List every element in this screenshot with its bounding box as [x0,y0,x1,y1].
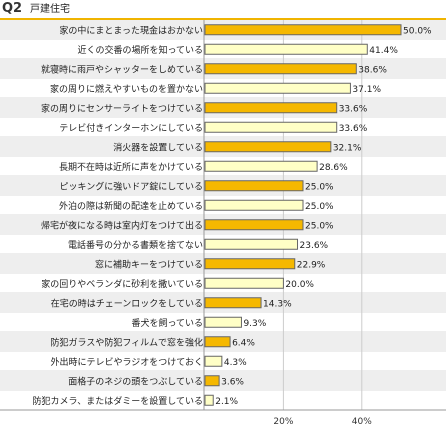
value-label: 25.0% [305,182,334,192]
chart-title: 戸建住宅 [30,4,70,15]
category-label: 在宅の時はチェーンロックをしている [51,297,203,309]
category-label: 帰宅が夜になる時は室内灯をつけて出る [41,219,203,231]
value-label: 33.6% [339,104,368,114]
category-label: 番犬を飼っている [131,317,203,329]
row-band [0,390,446,410]
category-label: 面格子のネジの頭をつぶしている [68,375,203,387]
bar [204,199,304,211]
bar [204,336,231,348]
bar [204,82,351,94]
bar [204,394,214,406]
category-label: 家の回りやベランダに砂利を撒いている [41,278,203,290]
value-label: 37.1% [352,85,381,95]
value-label: 25.0% [305,202,334,212]
value-label: 41.4% [369,46,398,56]
bar [204,355,223,367]
bar [204,297,262,309]
category-label: ピッキングに強いドア錠にしている [60,180,203,192]
value-label: 50.0% [403,26,432,36]
value-label: 33.6% [339,124,368,134]
value-label: 32.1% [333,143,362,153]
bar [204,219,304,231]
category-label: 防犯ガラスや防犯フィルムで窓を強化 [51,336,203,348]
value-label: 4.3% [224,358,247,368]
value-label: 6.4% [232,338,255,348]
category-label: 就寝時に雨戸やシャッターをしめている [41,63,203,75]
chart-header: Q2 戸建住宅 [0,0,446,20]
value-label: 28.6% [319,163,348,173]
header-accent-line [0,18,446,20]
value-label: 20.0% [285,280,314,290]
category-label: 家の周りに燃えやすいものを置かない [50,83,203,95]
bar [204,102,338,114]
category-label: 窓に補助キーをつけている [95,258,203,270]
bar [204,121,338,133]
category-label: 長期不在時は近所に声をかけている [59,161,203,173]
bar [204,180,304,192]
bar [204,258,296,270]
row-band [0,371,446,391]
category-label: 消火器を設置している [113,141,203,153]
row-band [0,351,446,371]
bar [204,24,402,36]
bar [204,43,368,55]
category-label: 家の中にまとまった現金はおかない [59,24,203,36]
x-tick-label: 40% [352,417,372,427]
value-label: 23.6% [300,241,329,251]
category-label: テレビ付きインターホンにしている [59,123,203,134]
value-label: 22.9% [297,260,326,270]
category-label: 近くの交番の場所を知っている [77,44,203,56]
value-label: 3.6% [221,377,244,387]
bar [204,375,220,387]
category-label: 防犯カメラ、またはダミーを設置している [32,395,203,407]
category-label: 外泊の際は新聞の配達を止めている [59,200,203,212]
bar [204,277,284,289]
bar [204,141,332,153]
bar [204,63,357,75]
bar [204,316,242,328]
category-label: 家の周りにセンサーライトをつけている [41,102,203,114]
bar [204,238,299,250]
x-tick-label: 20% [273,417,293,427]
bar [204,160,318,172]
category-label: 外出時にテレビやラジオをつけておく [50,356,203,368]
category-label: 電話番号の分かる書類を捨てない [68,239,203,251]
value-label: 2.1% [215,397,238,407]
value-label: 38.6% [358,65,387,75]
value-label: 9.3% [243,319,266,329]
value-label: 25.0% [305,221,334,231]
question-badge: Q2 [2,1,23,16]
value-label: 14.3% [263,299,292,309]
